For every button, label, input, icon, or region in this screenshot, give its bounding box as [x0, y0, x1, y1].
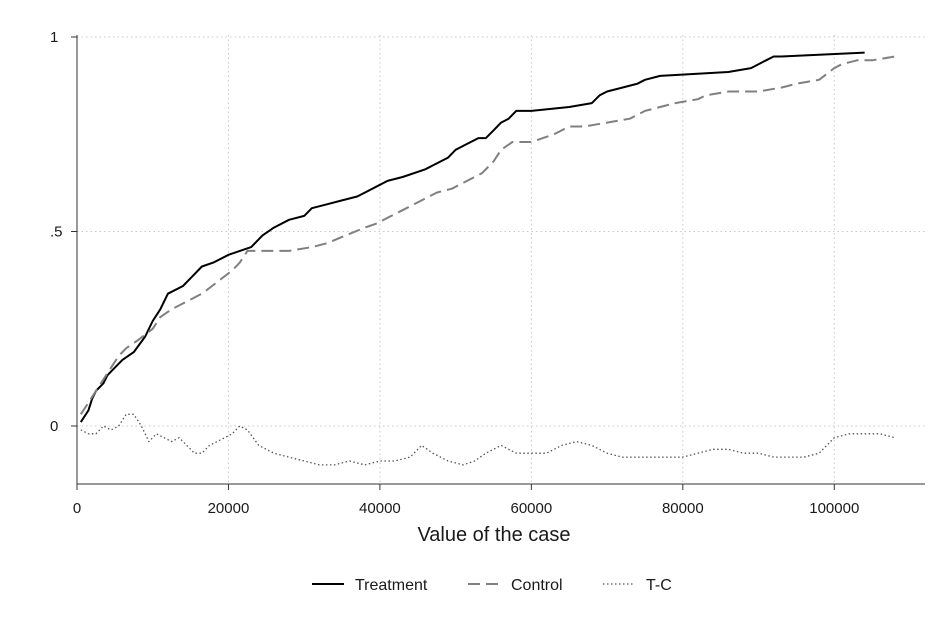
legend-label-treatment: Treatment — [355, 577, 428, 594]
legend-label-control: Control — [511, 577, 563, 594]
series-line-control — [79, 55, 896, 415]
y-ticks: 0.51 — [50, 29, 77, 435]
legend: Treatment Control T-C — [312, 577, 672, 594]
x-tick-label-0: 0 — [73, 500, 81, 517]
axes — [76, 35, 925, 485]
x-tick-label-2: 40000 — [359, 500, 401, 517]
y-tick-label-2: 1 — [50, 29, 58, 46]
series-line-treatment — [79, 51, 865, 423]
x-ticks: 0 20000 40000 60000 80000 100000 — [73, 484, 859, 517]
x-tick-label-1: 20000 — [208, 500, 250, 517]
x-tick-label-3: 60000 — [511, 500, 553, 517]
series-line-t-c — [80, 413, 896, 466]
legend-label-t-c: T-C — [646, 577, 672, 594]
series-layer — [79, 51, 896, 466]
y-tick-label-0: 0 — [50, 418, 58, 435]
x-tick-label-5: 100000 — [809, 500, 859, 517]
y-tick-label-1: .5 — [50, 224, 63, 241]
x-tick-label-4: 80000 — [662, 500, 704, 517]
x-axis-title: Value of the case — [417, 524, 570, 546]
